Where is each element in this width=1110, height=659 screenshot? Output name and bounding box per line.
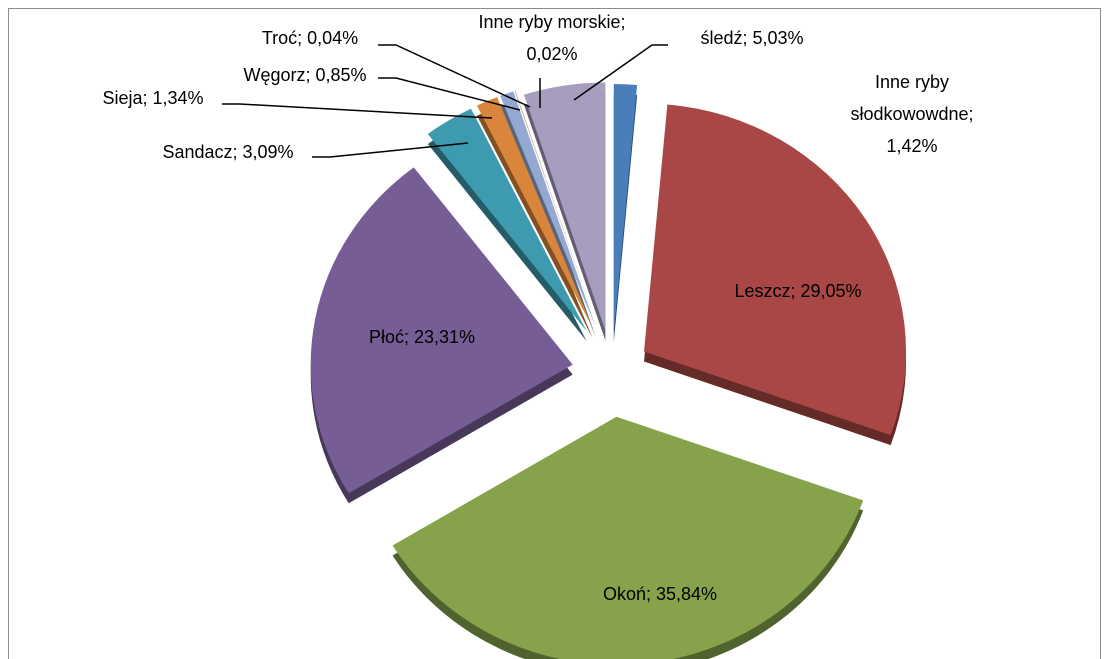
slice: Sieja bbox=[476, 97, 593, 329]
slice: Inne ryby słodkowowdne bbox=[613, 84, 638, 333]
data-label: śledź; 5,03% bbox=[700, 28, 803, 48]
slice-side bbox=[476, 107, 593, 339]
data-label: Inne ryby morskie; 0,02% bbox=[478, 12, 625, 64]
data-label: Węgorz; 0,85% bbox=[243, 65, 366, 85]
data-label: Okoń; 35,84% bbox=[603, 584, 717, 604]
slice: Okoń bbox=[392, 416, 864, 659]
leader-line bbox=[378, 77, 521, 111]
data-label: Sieja; 1,34% bbox=[102, 88, 203, 108]
data-label: Leszcz; 29,05% bbox=[734, 281, 861, 301]
slice: śledź bbox=[523, 82, 606, 331]
leader-line bbox=[573, 44, 668, 101]
leader-line bbox=[312, 142, 469, 158]
data-label: Inne ryby słodkowowdne; 1,42% bbox=[850, 72, 973, 156]
slice: Leszcz bbox=[644, 104, 907, 436]
leader-line bbox=[378, 44, 531, 108]
slice: Inne ryby morskie bbox=[515, 90, 598, 327]
slice: Troć bbox=[514, 90, 597, 327]
slice: Węgorz bbox=[500, 91, 596, 327]
slice: Płoć bbox=[310, 167, 573, 494]
slice: Sandacz bbox=[427, 108, 587, 332]
data-label: Sandacz; 3,09% bbox=[162, 142, 293, 162]
leader-line bbox=[222, 103, 493, 119]
data-label: Troć; 0,04% bbox=[262, 28, 358, 48]
data-label: Płoć; 23,31% bbox=[369, 327, 475, 347]
